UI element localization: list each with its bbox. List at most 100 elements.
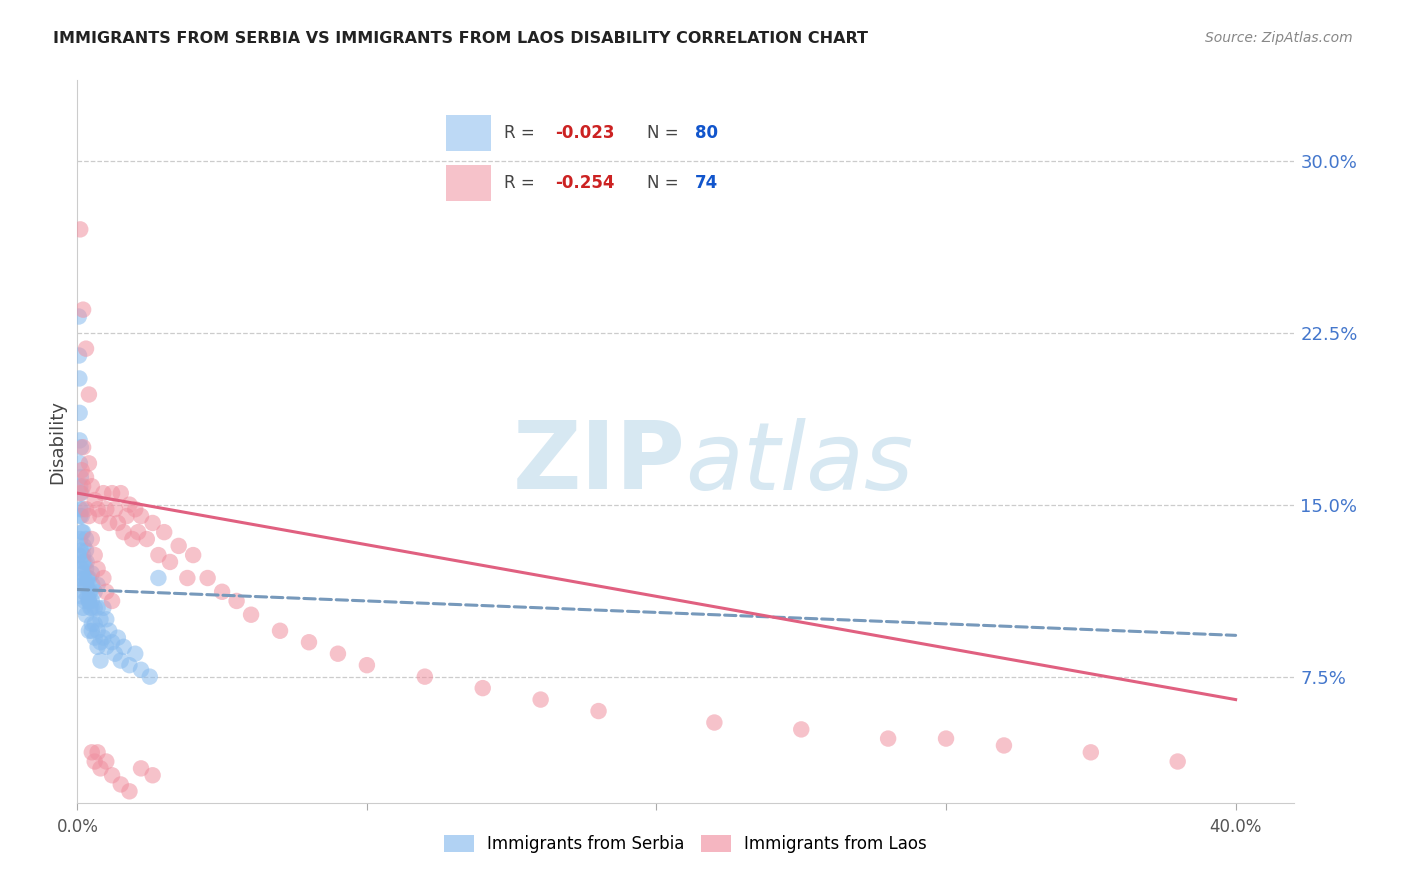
Point <box>86 640 108 654</box>
Point <box>138 670 160 684</box>
Point <box>269 624 291 638</box>
Point <box>77 594 100 608</box>
Point <box>72 566 94 581</box>
Point <box>77 594 100 608</box>
Point <box>83 631 105 645</box>
Point <box>73 584 96 599</box>
Point <box>70 525 93 540</box>
Point <box>790 723 813 737</box>
Point <box>83 584 105 599</box>
Point <box>98 516 121 530</box>
Point <box>104 502 127 516</box>
Legend: Immigrants from Serbia, Immigrants from Laos: Immigrants from Serbia, Immigrants from … <box>437 828 934 860</box>
Point <box>73 571 96 585</box>
Text: IMMIGRANTS FROM SERBIA VS IMMIGRANTS FROM LAOS DISABILITY CORRELATION CHART: IMMIGRANTS FROM SERBIA VS IMMIGRANTS FRO… <box>53 31 869 46</box>
Point <box>142 768 165 782</box>
Point <box>93 571 115 585</box>
Point <box>588 704 610 718</box>
Point <box>73 555 96 569</box>
Point <box>69 222 91 236</box>
Point <box>1080 745 1102 759</box>
Point <box>80 745 103 759</box>
Point <box>107 516 129 530</box>
Point <box>93 631 115 645</box>
Point <box>70 509 93 524</box>
Point <box>356 658 378 673</box>
Point <box>77 571 100 585</box>
Point <box>115 509 138 524</box>
Point <box>72 555 94 569</box>
Point <box>79 600 101 615</box>
Point <box>877 731 900 746</box>
Point <box>153 525 176 540</box>
Point <box>75 562 97 576</box>
Point <box>70 486 93 500</box>
Point <box>86 562 108 576</box>
Point <box>69 434 91 448</box>
Point <box>69 571 91 585</box>
Point <box>89 509 111 524</box>
Point <box>72 502 94 516</box>
Point <box>101 768 124 782</box>
Point <box>129 663 152 677</box>
Point <box>148 548 170 562</box>
Point <box>75 532 97 546</box>
Text: atlas: atlas <box>686 417 914 508</box>
Point <box>77 624 100 638</box>
Point <box>413 670 436 684</box>
Point <box>225 594 247 608</box>
Point <box>72 525 94 540</box>
Point <box>75 578 97 592</box>
Point <box>993 739 1015 753</box>
Point <box>127 525 149 540</box>
Point <box>72 440 94 454</box>
Point <box>110 486 132 500</box>
Point <box>72 548 94 562</box>
Point <box>69 456 91 470</box>
Point <box>70 463 93 477</box>
Point <box>112 640 135 654</box>
Point <box>76 590 98 604</box>
Point <box>142 516 165 530</box>
Point <box>89 761 111 775</box>
Point <box>69 509 91 524</box>
Point <box>96 755 118 769</box>
Point <box>79 584 101 599</box>
Point <box>83 493 105 508</box>
Point <box>530 692 553 706</box>
Point <box>89 654 111 668</box>
Point <box>124 647 146 661</box>
Point <box>148 571 170 585</box>
Point <box>80 594 103 608</box>
Point <box>82 578 104 592</box>
Point <box>101 635 124 649</box>
Point <box>89 612 111 626</box>
Point <box>159 555 181 569</box>
Point <box>86 624 108 638</box>
Point <box>75 543 97 558</box>
Point <box>72 600 94 615</box>
Point <box>86 745 108 759</box>
Point <box>76 555 98 569</box>
Point <box>98 624 121 638</box>
Point <box>69 486 91 500</box>
Point <box>80 616 103 631</box>
Point <box>89 635 111 649</box>
Point <box>67 310 90 324</box>
Point <box>298 635 321 649</box>
Point <box>135 532 157 546</box>
Point <box>69 532 91 546</box>
Point <box>112 525 135 540</box>
Y-axis label: Disability: Disability <box>48 400 66 483</box>
Point <box>73 539 96 553</box>
Point <box>75 607 97 622</box>
Point <box>1167 755 1189 769</box>
Point <box>69 479 91 493</box>
Point <box>69 440 91 454</box>
Point <box>703 715 725 730</box>
Point <box>67 548 90 562</box>
Point <box>72 302 94 317</box>
Text: Source: ZipAtlas.com: Source: ZipAtlas.com <box>1205 31 1353 45</box>
Point <box>69 406 91 420</box>
Point <box>75 578 97 592</box>
